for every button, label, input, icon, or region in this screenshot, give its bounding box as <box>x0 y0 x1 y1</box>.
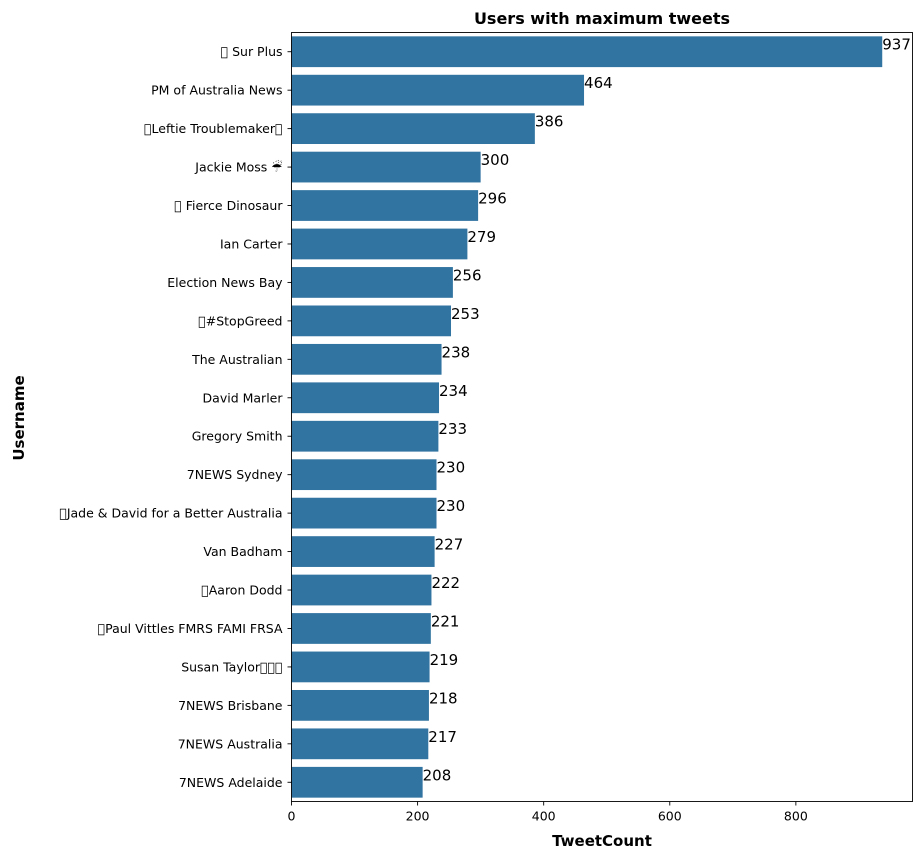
bar <box>291 113 535 145</box>
bar <box>291 420 439 452</box>
plot-frame <box>291 32 913 802</box>
bar-value-label: 227 <box>435 536 464 554</box>
y-tick-label: 7NEWS Sydney <box>187 467 283 482</box>
bar <box>291 766 423 798</box>
y-tick-label: 7NEWS Brisbane <box>178 698 283 713</box>
bar-labels-group: 937 464 386 300 296 279 256 253 238 234 233 230 230 2… <box>423 36 911 785</box>
y-tick-label:  Leftie Troublemaker  <box>144 121 282 136</box>
bar-value-label: 218 <box>429 689 458 707</box>
x-axis-label: TweetCount <box>552 832 652 850</box>
bar <box>291 651 430 683</box>
bar <box>291 497 437 529</box>
bar <box>291 459 437 491</box>
y-tick-label:  Paul Vittles FMRS FAMI FRSA <box>98 621 283 636</box>
y-tick-label: Ian Carter <box>220 236 283 251</box>
y-tick-label:   Sur Plus <box>221 44 283 59</box>
bar <box>291 613 431 644</box>
bar-value-label: 279 <box>467 228 496 246</box>
y-tick-label: Jackie Moss ☔ <box>194 160 282 175</box>
y-tick-label: Election News Bay <box>167 275 283 290</box>
y-tick-label: The Australian <box>191 352 282 367</box>
bar-value-label: 221 <box>431 612 460 630</box>
bar <box>291 190 479 221</box>
x-tick-label: 0 <box>288 809 296 824</box>
bar <box>291 267 453 298</box>
y-tick-label: 7NEWS Adelaide <box>179 775 283 790</box>
bar-value-label: 230 <box>437 459 466 477</box>
bar-value-label: 253 <box>451 305 480 323</box>
bar <box>291 728 429 760</box>
bar <box>291 689 429 721</box>
bar-value-label: 296 <box>478 190 507 208</box>
bar-value-label: 937 <box>882 36 911 54</box>
bar-value-label: 219 <box>430 651 459 669</box>
bar <box>291 228 468 260</box>
bar-value-label: 300 <box>481 151 510 169</box>
x-tick-label: 600 <box>658 809 682 824</box>
bar <box>291 74 585 106</box>
bar-value-label: 233 <box>438 420 467 438</box>
bar <box>291 382 440 414</box>
bar-value-label: 234 <box>439 382 468 400</box>
x-tick-label: 800 <box>784 809 808 824</box>
y-tick-label: PM of Australia News <box>151 83 282 98</box>
bar-value-label: 464 <box>584 74 613 92</box>
bars-group <box>291 36 883 798</box>
y-tick-label: David Marler <box>203 390 284 405</box>
y-tick-label:  Aaron Dodd <box>201 583 282 598</box>
bar-value-label: 386 <box>535 113 564 131</box>
y-tick-label: Gregory Smith <box>192 429 283 444</box>
y-tick-label: Van Badham <box>203 544 282 559</box>
bar-value-label: 208 <box>423 766 452 784</box>
y-tick-label: 7NEWS Australia <box>178 736 283 751</box>
y-tick-label:  #StopGreed <box>198 313 282 328</box>
bar-value-label: 222 <box>431 574 460 592</box>
x-tick-label: 200 <box>406 809 430 824</box>
bar <box>291 343 442 375</box>
y-tick-label:   Fierce Dinosaur <box>174 198 283 213</box>
bar-value-label: 217 <box>428 728 457 746</box>
y-axis-ticks:   Sur Plus PM of Australia News  Leftie Tr… <box>59 44 292 790</box>
bar <box>291 305 452 337</box>
y-tick-label: Susan Taylor    <box>181 659 282 674</box>
chart-title: Users with maximum tweets <box>474 9 730 28</box>
bar <box>291 574 432 606</box>
bar <box>291 151 481 183</box>
bar-value-label: 230 <box>437 497 466 515</box>
y-tick-label:  Jade & David for a Better Australia <box>59 506 282 521</box>
x-tick-label: 400 <box>532 809 556 824</box>
bar-value-label: 256 <box>453 266 482 284</box>
bar-value-label: 238 <box>442 343 471 361</box>
bar <box>291 536 435 567</box>
y-axis-label: Username <box>10 375 28 460</box>
x-axis-ticks: 0 200 400 600 800 <box>288 801 808 824</box>
bar <box>291 36 883 68</box>
